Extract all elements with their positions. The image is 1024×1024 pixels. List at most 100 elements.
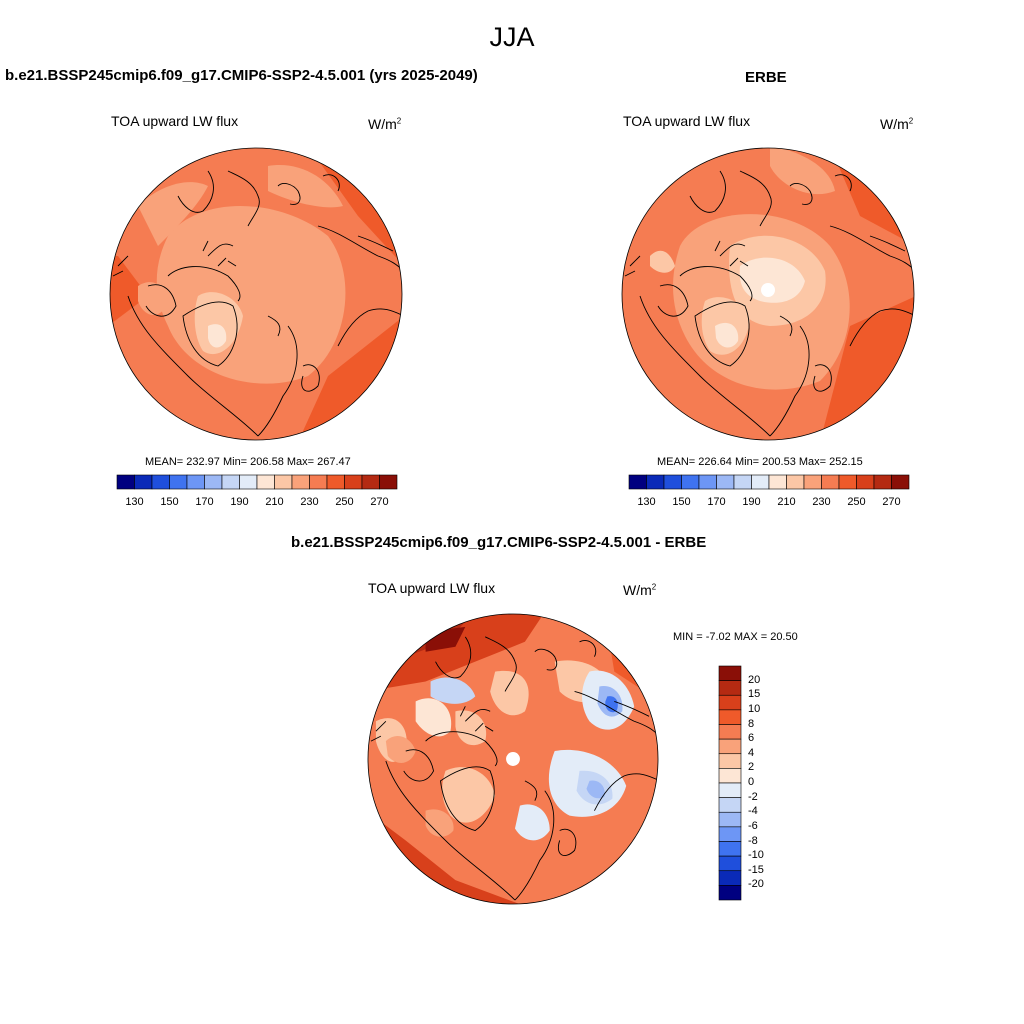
colorbar-swatch [718, 782, 742, 798]
colorbar-swatch [326, 474, 345, 490]
colorbar-tick-label: 170 [707, 496, 726, 508]
colorbar-swatch [344, 474, 363, 490]
colorbar-swatch [873, 474, 892, 490]
colorbar-swatch [718, 724, 742, 740]
colorbar-tick-label: 20 [748, 673, 761, 686]
obs-units-label: W/m2 [880, 116, 914, 132]
colorbar-swatch [838, 474, 857, 490]
colorbar-swatch [204, 474, 223, 490]
colorbar-swatch [681, 474, 700, 490]
colorbar-tick-label: 270 [882, 496, 901, 508]
colorbar-swatch [803, 474, 822, 490]
colorbar-swatch [718, 885, 742, 901]
colorbar-tick-label: 0 [748, 776, 755, 788]
colorbar-tick-label: 210 [265, 496, 284, 508]
colorbar-swatch [134, 474, 153, 490]
colorbar-swatch [718, 826, 742, 842]
colorbar-tick-label: -8 [748, 834, 758, 847]
obs-polar-map [621, 147, 915, 441]
colorbar-swatch [361, 474, 380, 490]
colorbar-tick-label: 130 [125, 496, 144, 508]
model-colorbar-ticks: 130 150 170 190 210 230 250 270 [116, 496, 398, 510]
colorbar-swatch [718, 680, 742, 696]
colorbar-tick-label: 10 [748, 702, 761, 715]
colorbar-swatch [718, 738, 742, 755]
colorbar-tick-label: -6 [748, 819, 758, 832]
colorbar-swatch [379, 474, 398, 490]
colorbar-swatch [718, 797, 742, 813]
colorbar-tick-label: 8 [748, 717, 755, 730]
colorbar-tick-label: 230 [812, 496, 831, 508]
colorbar-tick-label: 4 [748, 746, 755, 759]
diff-colorbar-ticks: 20 15 10 8 6 4 2 0 -2 -4 -6 -8 -10 -15 -20 [748, 665, 788, 901]
colorbar-swatch [169, 474, 188, 490]
colorbar-tick-label: -4 [748, 805, 758, 818]
colorbar-swatch [663, 474, 682, 490]
colorbar-swatch [698, 474, 717, 490]
colorbar-tick-label: 15 [748, 688, 761, 701]
model-polar-map [109, 147, 403, 441]
colorbar-tick-label: -15 [748, 863, 764, 876]
colorbar-swatch [768, 474, 787, 490]
colorbar-tick-label: 250 [335, 496, 354, 508]
colorbar-swatch [186, 474, 205, 490]
colorbar-swatch [718, 753, 742, 769]
model-colorbar [116, 474, 398, 490]
model-variable-label: TOA upward LW flux [111, 113, 239, 129]
colorbar-tick-label: -2 [748, 790, 758, 803]
colorbar-swatch [718, 694, 742, 711]
colorbar-tick-label: -20 [748, 878, 764, 891]
colorbar-swatch [718, 811, 742, 828]
colorbar-swatch [239, 474, 258, 490]
diff-polar-map [367, 613, 659, 905]
colorbar-swatch [718, 768, 742, 784]
diff-variable-label: TOA upward LW flux [368, 580, 496, 596]
colorbar-tick-label: 250 [847, 496, 866, 508]
obs-colorbar [628, 474, 910, 490]
colorbar-swatch [786, 474, 805, 490]
obs-stats-text: MEAN= 226.64 Min= 200.53 Max= 252.15 [657, 456, 863, 468]
colorbar-swatch [718, 709, 742, 725]
diff-panel-title: b.e21.BSSP245cmip6.f09_g17.CMIP6-SSP2-4.… [291, 534, 707, 551]
colorbar-swatch [628, 474, 647, 490]
colorbar-tick-label: 210 [777, 496, 796, 508]
colorbar-tick-label: 270 [370, 496, 389, 508]
colorbar-swatch [718, 855, 742, 872]
colorbar-swatch [646, 474, 665, 490]
diff-stats-text: MIN = -7.02 MAX = 20.50 [673, 631, 798, 643]
colorbar-swatch [856, 474, 875, 490]
colorbar-swatch [309, 474, 328, 490]
obs-panel-title: ERBE [745, 69, 787, 86]
colorbar-tick-label: 170 [195, 496, 214, 508]
obs-variable-label: TOA upward LW flux [623, 113, 751, 129]
colorbar-tick-label: 150 [672, 496, 691, 508]
colorbar-swatch [718, 870, 742, 886]
colorbar-swatch [718, 841, 742, 857]
model-units-label: W/m2 [368, 116, 402, 132]
model-panel-title: b.e21.BSSP245cmip6.f09_g17.CMIP6-SSP2-4.… [5, 67, 478, 84]
colorbar-tick-label: 190 [742, 496, 761, 508]
colorbar-tick-label: 150 [160, 496, 179, 508]
colorbar-swatch [716, 474, 735, 490]
colorbar-swatch [733, 474, 752, 490]
colorbar-swatch [116, 474, 135, 490]
colorbar-tick-label: 2 [748, 761, 755, 774]
obs-colorbar-ticks: 130 150 170 190 210 230 250 270 [628, 496, 910, 510]
colorbar-tick-label: -10 [748, 849, 764, 862]
colorbar-swatch [291, 474, 310, 490]
diff-colorbar [718, 665, 742, 901]
colorbar-swatch [718, 665, 742, 681]
colorbar-swatch [891, 474, 910, 490]
colorbar-swatch [256, 474, 275, 490]
colorbar-swatch [751, 474, 770, 490]
colorbar-tick-label: 190 [230, 496, 249, 508]
season-title: JJA [489, 22, 535, 52]
colorbar-tick-label: 230 [300, 496, 319, 508]
colorbar-swatch [221, 474, 240, 490]
model-stats-text: MEAN= 232.97 Min= 206.58 Max= 267.47 [145, 456, 351, 468]
colorbar-swatch [821, 474, 840, 490]
diff-units-label: W/m2 [623, 582, 657, 598]
colorbar-tick-label: 130 [637, 496, 656, 508]
colorbar-swatch [274, 474, 293, 490]
colorbar-tick-label: 6 [748, 732, 755, 745]
